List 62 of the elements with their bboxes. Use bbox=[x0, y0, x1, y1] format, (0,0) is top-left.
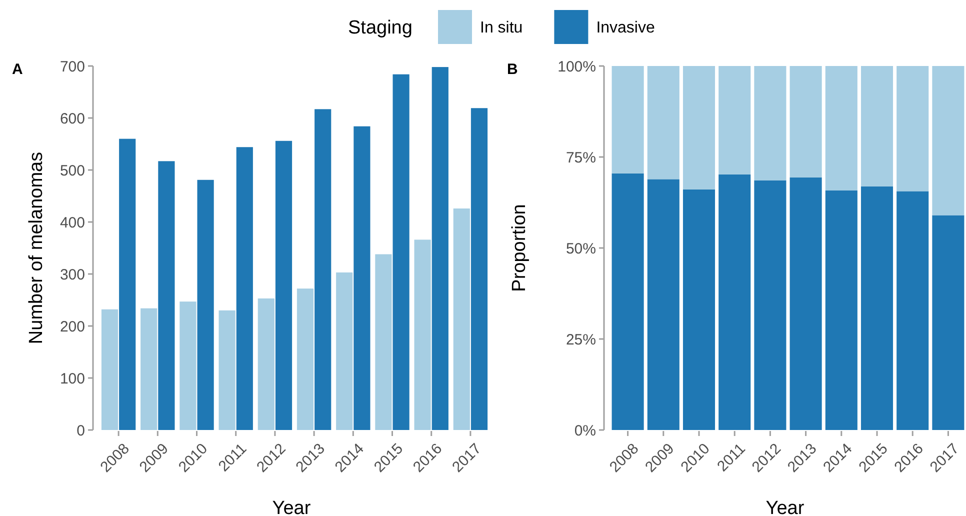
y-tick-label: 300 bbox=[60, 266, 85, 284]
y-tick-label: 600 bbox=[60, 110, 85, 128]
bar bbox=[453, 208, 470, 430]
x-axis-title: Year bbox=[272, 498, 312, 516]
bar bbox=[932, 215, 964, 430]
bar bbox=[258, 298, 274, 430]
bar bbox=[718, 174, 751, 430]
bar bbox=[896, 66, 929, 192]
bar bbox=[718, 66, 751, 174]
y-tick-label: 400 bbox=[60, 214, 85, 232]
bar bbox=[754, 180, 786, 430]
chart-title: B bbox=[507, 61, 518, 78]
bar bbox=[612, 66, 644, 174]
y-tick-label: 700 bbox=[60, 58, 85, 76]
bar bbox=[296, 288, 314, 430]
bar bbox=[932, 66, 964, 216]
legend-label: Invasive bbox=[596, 20, 655, 37]
bar bbox=[470, 108, 488, 430]
bar bbox=[825, 66, 858, 190]
y-tick-label: 50% bbox=[566, 240, 596, 258]
y-tick-label: 0% bbox=[574, 422, 596, 440]
chart-title: A bbox=[12, 61, 23, 78]
bar bbox=[275, 140, 292, 430]
bar bbox=[336, 272, 353, 430]
bar bbox=[825, 190, 858, 430]
y-axis-title: Proportion bbox=[509, 204, 530, 292]
bar bbox=[180, 302, 196, 430]
bar bbox=[354, 126, 370, 430]
bar bbox=[790, 177, 822, 430]
bar bbox=[432, 67, 448, 430]
bar bbox=[392, 74, 410, 430]
bar bbox=[682, 189, 716, 430]
bar bbox=[101, 309, 118, 430]
bar bbox=[896, 191, 929, 430]
bar bbox=[860, 186, 894, 430]
y-tick-label: 0 bbox=[76, 422, 85, 440]
bar bbox=[754, 66, 786, 180]
legend-label: In situ bbox=[480, 20, 523, 37]
y-tick-label: 25% bbox=[566, 331, 596, 348]
bar bbox=[790, 66, 822, 178]
bar bbox=[682, 66, 716, 190]
y-axis-title: Number of melanomas bbox=[26, 152, 47, 344]
x-axis-title: Year bbox=[766, 498, 805, 516]
bar bbox=[197, 180, 214, 430]
y-tick-label: 100% bbox=[558, 58, 596, 76]
bar bbox=[612, 173, 644, 430]
y-tick-label: 100 bbox=[60, 370, 85, 388]
bar bbox=[236, 147, 253, 430]
bar bbox=[119, 138, 136, 430]
bar bbox=[158, 161, 175, 430]
legend-title: Staging bbox=[348, 18, 412, 39]
bar bbox=[860, 66, 894, 186]
bar bbox=[375, 254, 392, 430]
bar bbox=[414, 240, 431, 430]
bar bbox=[140, 308, 158, 430]
bar bbox=[218, 310, 236, 430]
y-tick-label: 200 bbox=[60, 318, 85, 336]
y-tick-label: 75% bbox=[566, 149, 596, 166]
bar bbox=[647, 179, 680, 430]
bar bbox=[314, 109, 332, 430]
bar bbox=[647, 66, 680, 180]
y-tick-label: 500 bbox=[60, 162, 85, 180]
